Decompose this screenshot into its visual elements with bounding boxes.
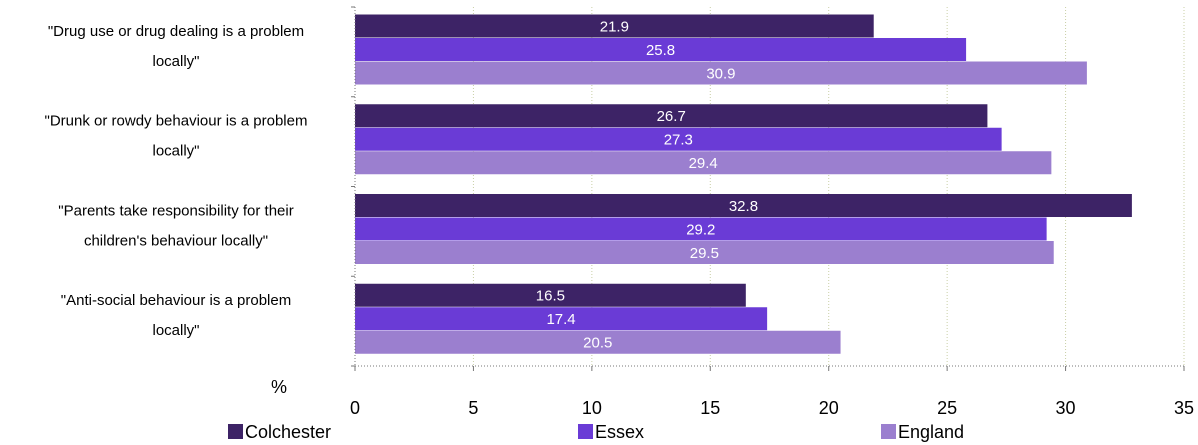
x-tick-label: 20 <box>819 398 839 418</box>
data-label: 25.8 <box>646 42 675 59</box>
data-label: 21.9 <box>600 18 629 35</box>
data-label: 29.5 <box>690 245 719 262</box>
data-label: 27.3 <box>664 132 693 149</box>
bar-england <box>355 61 1087 85</box>
category-label: "Parents take responsibility for their ch… <box>58 202 293 249</box>
bar-colchester <box>355 194 1132 217</box>
category-label-line: locally" <box>152 53 199 70</box>
x-tick-label: 30 <box>1056 398 1076 418</box>
data-label: 26.7 <box>657 108 686 125</box>
bar-england <box>355 151 1052 175</box>
x-tick-label: 35 <box>1174 398 1194 418</box>
axes <box>351 6 1185 371</box>
legend-label: Essex <box>595 422 644 442</box>
legend-label: Colchester <box>245 422 331 442</box>
category-label-line: "Drug use or drug dealing is a problem <box>48 23 304 40</box>
x-axis-unit-label: % <box>271 377 287 397</box>
legend-swatch <box>228 424 243 439</box>
data-label: 29.2 <box>686 221 715 238</box>
bar-england <box>355 241 1054 264</box>
bar-essex <box>355 217 1047 241</box>
category-label: "Anti-social behaviour is a problem local… <box>61 292 291 339</box>
category-label-line: "Anti-social behaviour is a problem <box>61 292 291 309</box>
data-label: 16.5 <box>536 288 565 305</box>
legend-item-essex: Essex <box>578 422 644 442</box>
bar-essex <box>355 127 1002 151</box>
legend-item-colchester: Colchester <box>228 422 331 442</box>
bars: 21.9 25.8 30.9 26.7 27.3 29.4 32.8 29.2 29.5 16.5… <box>355 14 1132 354</box>
x-tick-label: 25 <box>937 398 957 418</box>
data-label: 29.4 <box>689 155 718 172</box>
bar-colchester <box>355 104 988 128</box>
data-label: 20.5 <box>583 335 612 352</box>
legend-swatch <box>578 424 593 439</box>
category-labels: "Drug use or drug dealing is a problem lo… <box>45 23 308 339</box>
category-label: "Drunk or rowdy behaviour is a problem lo… <box>45 113 308 160</box>
category-label-line: "Parents take responsibility for their <box>58 202 293 219</box>
legend-label: England <box>898 422 964 442</box>
legend: Colchester Essex England <box>228 422 964 442</box>
x-tick-label: 0 <box>350 398 360 418</box>
x-tick-labels: 0 5 10 15 20 25 30 35 <box>350 398 1194 418</box>
bar-essex <box>355 307 768 331</box>
bar-colchester <box>355 14 874 38</box>
category-label-line: locally" <box>152 322 199 339</box>
category-label-line: locally" <box>152 143 199 160</box>
category-label-line: "Drunk or rowdy behaviour is a problem <box>45 113 308 130</box>
x-tick-label: 15 <box>700 398 720 418</box>
x-tick-label: 10 <box>582 398 602 418</box>
legend-item-england: England <box>881 422 964 442</box>
category-label-line: children's behaviour locally" <box>84 232 268 249</box>
x-tick-label: 5 <box>468 398 478 418</box>
legend-swatch <box>881 424 896 439</box>
bar-colchester <box>355 283 746 307</box>
data-label: 17.4 <box>546 311 575 328</box>
data-label: 30.9 <box>706 65 735 82</box>
bar-essex <box>355 38 967 61</box>
data-label: 32.8 <box>729 198 758 215</box>
category-label: "Drug use or drug dealing is a problem lo… <box>48 23 304 70</box>
bar-england <box>355 330 841 354</box>
